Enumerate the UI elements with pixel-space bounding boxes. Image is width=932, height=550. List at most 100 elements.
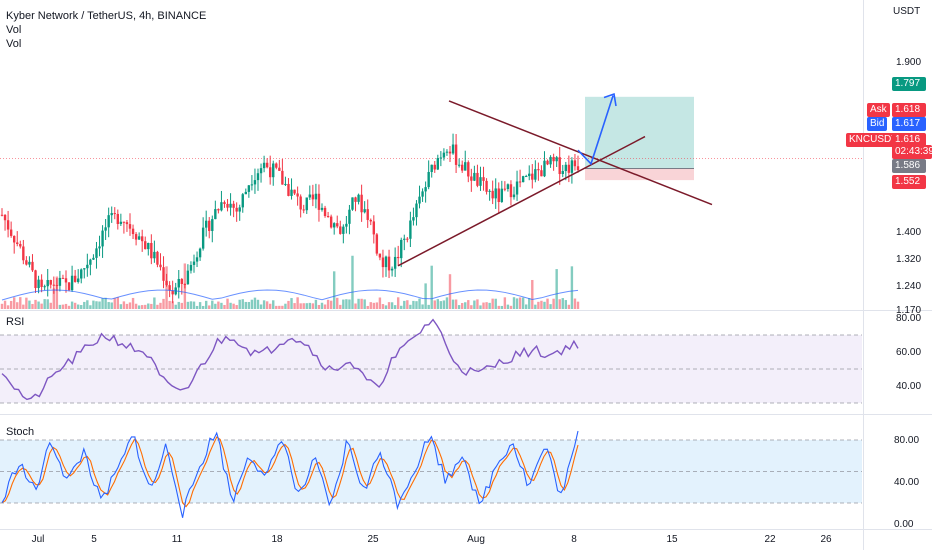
candle-body [137, 236, 141, 240]
volume-bar [89, 305, 92, 309]
volume-bar [378, 297, 382, 309]
volume-bar [250, 299, 254, 309]
candle-body [400, 239, 403, 259]
volume-bar [162, 298, 165, 309]
volume-bar [454, 299, 458, 309]
candle-body [40, 279, 43, 287]
candle-body [326, 215, 330, 217]
candle-body [64, 278, 68, 283]
volume-bar [195, 305, 199, 309]
volume-bar [400, 305, 403, 309]
volume-bar [241, 299, 244, 309]
volume-bar [323, 304, 327, 309]
price-tag: 1.797 [892, 77, 926, 91]
price-tick-label: 1.240 [896, 281, 921, 292]
candle-body [83, 268, 86, 270]
candle-body [195, 257, 199, 262]
volume-bar [317, 304, 321, 309]
volume-bar [3, 300, 7, 309]
volume-bar [442, 300, 446, 309]
volume-bar [253, 297, 257, 309]
candle-body [433, 164, 436, 170]
candle-body [476, 172, 479, 186]
candle-body [412, 217, 415, 221]
volume-bar [485, 302, 488, 309]
volume-bar [43, 299, 46, 309]
volume-bar [518, 297, 522, 309]
volume-bar [244, 301, 248, 309]
volume-bar [531, 279, 534, 309]
volume-bar [144, 304, 147, 309]
volume-bar [366, 305, 369, 309]
volume-bar [76, 304, 80, 309]
candle-body [101, 230, 104, 247]
volume-bar [268, 303, 272, 309]
candle-body [561, 171, 564, 175]
price-tag-prefix: Ask [867, 103, 890, 117]
volume-bar [464, 302, 467, 309]
candle-body [308, 194, 312, 198]
volume-bar [214, 303, 217, 309]
candle-body [320, 207, 324, 210]
candle-body [186, 270, 190, 285]
rsi-pane-label: RSI [6, 316, 25, 328]
time-tick-label: 8 [571, 534, 577, 545]
volume-bar [384, 305, 388, 309]
candle-body [232, 203, 235, 208]
volume-bar [537, 301, 540, 309]
candle-body [479, 177, 482, 186]
candle-body [430, 164, 433, 172]
volume-bar [40, 303, 43, 309]
candle-body [488, 190, 491, 192]
volume-bar [567, 304, 571, 309]
candle-body [49, 280, 52, 285]
candle-body [86, 264, 89, 269]
candle-body [140, 236, 144, 242]
candle-body [171, 290, 174, 295]
candle-body [52, 284, 56, 286]
stoch-tick-label: 0.00 [894, 519, 914, 530]
volume-bar [476, 299, 479, 309]
volume-bar [25, 297, 28, 309]
volume-bar [314, 299, 318, 309]
candle-body [235, 207, 238, 212]
volume-bar [500, 305, 504, 309]
candle-body [192, 261, 196, 265]
volume-bar [208, 305, 211, 309]
volume-bar [265, 301, 269, 309]
candle-body [284, 183, 287, 185]
target-zone [585, 96, 694, 169]
candle-body [427, 171, 430, 188]
candle-body [76, 278, 80, 282]
volume-bar [372, 302, 376, 309]
volume-bar [534, 304, 537, 309]
candle-body [552, 156, 555, 162]
volume-bar [491, 298, 494, 309]
volume-ma-line [1, 289, 579, 301]
volume-bar [238, 299, 241, 309]
candle-body [302, 209, 305, 211]
volume-bar [12, 297, 16, 309]
volume-bar [122, 301, 126, 309]
candle-body [540, 170, 543, 177]
candle-body [506, 184, 510, 189]
volume-bar [351, 255, 354, 309]
candle-body [293, 189, 296, 194]
candle-body [9, 229, 13, 236]
volume-bar [570, 266, 574, 309]
breakout-arrow [577, 95, 614, 166]
candle-body [287, 183, 290, 196]
volume-bar [140, 305, 144, 309]
candle-body [424, 187, 427, 192]
time-tick-label: 26 [820, 534, 832, 545]
candle-body [348, 209, 351, 224]
candle-body [0, 214, 4, 216]
volume-bar [64, 303, 68, 309]
volume-bar [543, 301, 546, 309]
volume-bar [177, 301, 180, 309]
candle-body [92, 257, 95, 260]
volume-bar [211, 300, 214, 309]
volume-bar [387, 302, 391, 309]
candle-body [104, 227, 107, 231]
